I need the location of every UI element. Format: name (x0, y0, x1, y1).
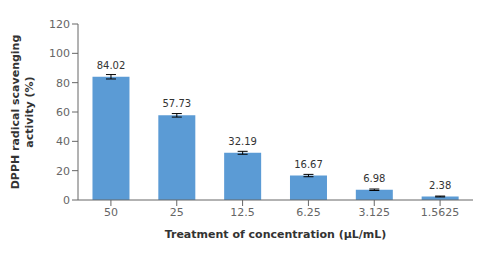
svg-text:25: 25 (170, 206, 184, 219)
svg-text:60: 60 (56, 106, 70, 119)
svg-text:80: 80 (56, 77, 70, 90)
svg-text:50: 50 (104, 206, 118, 219)
svg-text:120: 120 (49, 18, 70, 31)
svg-text:40: 40 (56, 135, 70, 148)
svg-text:16.67: 16.67 (294, 159, 323, 170)
svg-text:57.73: 57.73 (162, 98, 191, 109)
svg-text:100: 100 (49, 47, 70, 60)
svg-text:3.125: 3.125 (359, 206, 391, 219)
svg-text:6.25: 6.25 (296, 206, 321, 219)
svg-text:2.38: 2.38 (429, 180, 451, 191)
svg-text:1.5625: 1.5625 (421, 206, 460, 219)
svg-text:DPPH radical scavengingactivit: DPPH radical scavengingactivity (%) (9, 35, 35, 190)
svg-text:Treatment of concentration (μL: Treatment of concentration (μL/mL) (165, 228, 387, 241)
svg-text:12.5: 12.5 (230, 206, 255, 219)
svg-text:32.19: 32.19 (228, 136, 257, 147)
svg-text:84.02: 84.02 (97, 60, 126, 71)
svg-text:6.98: 6.98 (363, 173, 385, 184)
svg-text:0: 0 (63, 194, 70, 207)
svg-text:20: 20 (56, 165, 70, 178)
